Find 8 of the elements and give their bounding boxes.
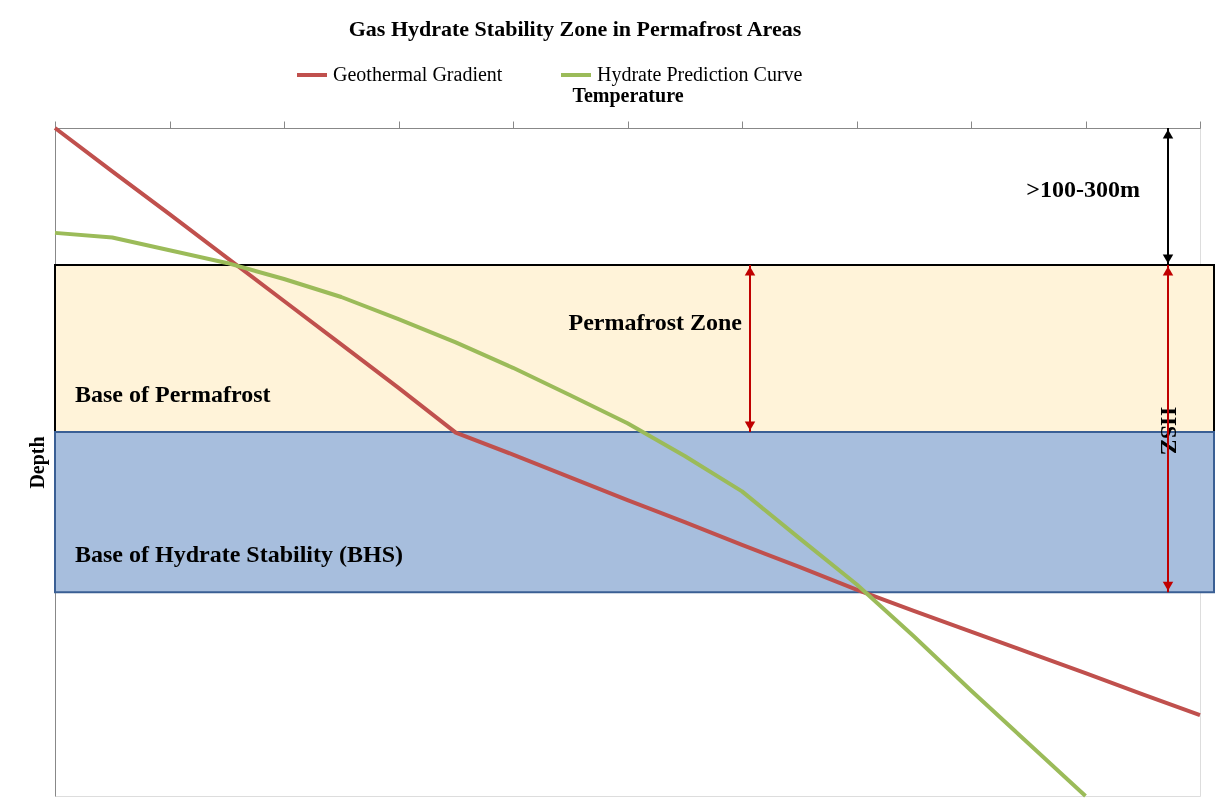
legend-label: Geothermal Gradient [333, 63, 503, 85]
chart-title: Gas Hydrate Stability Zone in Permafrost Areas [348, 16, 802, 41]
annotation: >100-300m [1026, 175, 1140, 202]
y-axis-title: Depth [25, 436, 49, 489]
annotation: Permafrost Zone [568, 309, 743, 336]
band-label: Base of Hydrate Stability (BHS) [75, 541, 403, 568]
band-label: Base of Permafrost [75, 380, 271, 407]
legend-label: Hydrate Prediction Curve [597, 63, 803, 86]
